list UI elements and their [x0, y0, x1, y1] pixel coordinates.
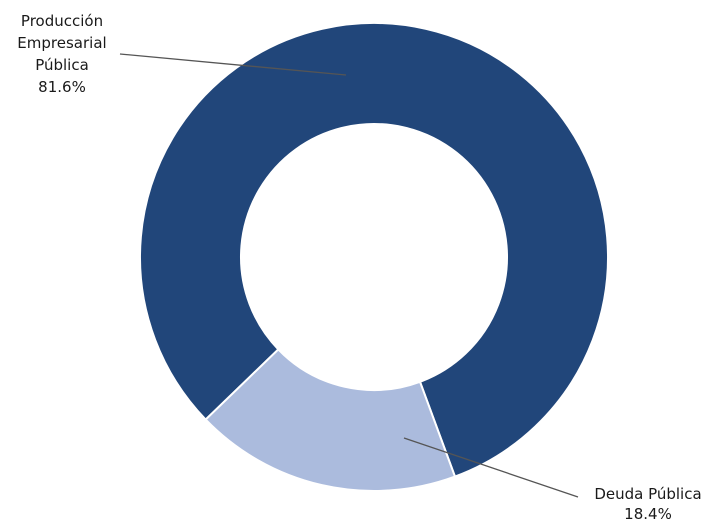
slice-label-0: Producción Empresarial Pública 81.6% — [17, 12, 106, 96]
slice-name-line: Empresarial — [17, 34, 106, 52]
slice-labels: Producción Empresarial Pública 81.6% Deuda P… — [17, 12, 701, 521]
slice-name-line: Deuda Pública — [594, 485, 701, 503]
slice-deuda-publica — [204, 347, 457, 492]
leader-line-0 — [119, 53, 347, 76]
slices-layer — [139, 22, 609, 492]
slice-value-label: 18.4% — [624, 505, 672, 521]
slice-name-line: Pública — [35, 56, 89, 74]
leader-line-1 — [403, 437, 579, 498]
slice-name-line: Producción — [21, 12, 103, 30]
slice-produccion-empresarial-publica — [139, 22, 609, 478]
leader-lines — [119, 53, 579, 498]
slice-value-label: 81.6% — [38, 78, 86, 96]
slice-label-1: Deuda Pública 18.4% — [594, 485, 701, 521]
